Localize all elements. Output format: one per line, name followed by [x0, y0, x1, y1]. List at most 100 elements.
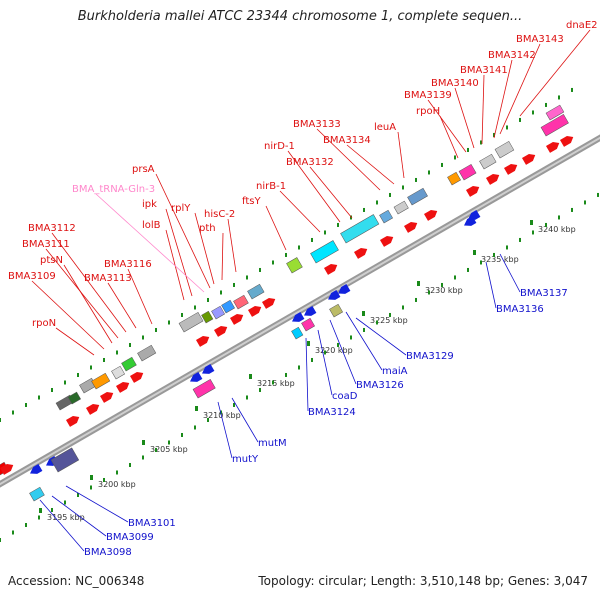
- forward-gene-arrow[interactable]: [404, 220, 419, 233]
- gene-label[interactable]: pth: [199, 223, 216, 234]
- gene-feature-block[interactable]: [545, 104, 565, 121]
- forward-gene-arrow[interactable]: [116, 380, 131, 393]
- gene-feature-block[interactable]: [479, 153, 497, 170]
- gene-feature-block[interactable]: [286, 257, 303, 274]
- gene-feature-block[interactable]: [310, 240, 339, 264]
- gene-feature-block[interactable]: [211, 305, 226, 320]
- gene-label[interactable]: BMA3126: [356, 380, 404, 391]
- gene-label[interactable]: BMA3142: [488, 50, 536, 61]
- gene-feature-block[interactable]: [340, 214, 380, 244]
- gene-label[interactable]: leuA: [374, 122, 396, 133]
- forward-gene-arrow[interactable]: [504, 162, 519, 175]
- forward-gene-arrow[interactable]: [86, 402, 101, 415]
- gene-label[interactable]: BMA3129: [406, 351, 454, 362]
- gene-label[interactable]: rpoN: [32, 318, 56, 329]
- reverse-gene-arrow[interactable]: [28, 464, 43, 477]
- gene-label[interactable]: BMA3111: [22, 239, 70, 250]
- gene-label[interactable]: BMA3141: [460, 65, 508, 76]
- forward-gene-arrow[interactable]: [0, 462, 15, 475]
- gene-label[interactable]: BMA3116: [104, 259, 152, 270]
- gene-feature-block[interactable]: [247, 283, 265, 300]
- gene-label[interactable]: mutM: [258, 438, 287, 449]
- gene-feature-block[interactable]: [329, 303, 344, 318]
- gene-label[interactable]: BMA3140: [431, 78, 479, 89]
- forward-gene-arrow[interactable]: [354, 246, 369, 259]
- forward-gene-arrow[interactable]: [248, 304, 263, 317]
- gene-label[interactable]: lolB: [142, 220, 161, 231]
- gene-label[interactable]: nirD-1: [264, 141, 295, 152]
- gene-feature-block[interactable]: [201, 310, 214, 324]
- gene-label[interactable]: ptsN: [40, 255, 63, 266]
- forward-gene-arrow[interactable]: [100, 390, 115, 403]
- gene-label[interactable]: BMA3113: [84, 273, 132, 284]
- gene-feature-block[interactable]: [178, 311, 204, 333]
- reverse-gene-arrow[interactable]: [290, 312, 305, 325]
- reverse-gene-arrow[interactable]: [302, 306, 317, 319]
- gene-feature-block[interactable]: [91, 372, 111, 390]
- gene-feature-block[interactable]: [494, 140, 515, 159]
- gene-label[interactable]: BMA3112: [28, 223, 76, 234]
- gene-feature-block[interactable]: [393, 200, 409, 215]
- forward-gene-arrow[interactable]: [230, 312, 245, 325]
- gene-label[interactable]: BMA3098: [84, 547, 132, 558]
- forward-gene-arrow[interactable]: [560, 134, 575, 147]
- gene-label[interactable]: BMA3101: [128, 518, 176, 529]
- gene-feature-block[interactable]: [407, 187, 428, 206]
- gene-label[interactable]: BMA3133: [293, 119, 341, 130]
- forward-gene-arrow[interactable]: [214, 324, 229, 337]
- gene-feature-block[interactable]: [221, 299, 236, 314]
- gene-label[interactable]: BMA3134: [323, 135, 371, 146]
- gene-feature-block[interactable]: [121, 356, 137, 372]
- gene-feature-block[interactable]: [111, 365, 126, 380]
- gene-feature-block[interactable]: [540, 113, 569, 137]
- gene-feature-block[interactable]: [447, 171, 462, 186]
- gene-label[interactable]: BMA3136: [496, 304, 544, 315]
- gene-feature-block[interactable]: [137, 344, 157, 362]
- gene-label[interactable]: coaD: [332, 391, 358, 402]
- gene-label[interactable]: rplY: [171, 203, 191, 214]
- gene-feature-block[interactable]: [458, 163, 477, 181]
- gene-label[interactable]: BMA3099: [106, 532, 154, 543]
- gene-feature-block[interactable]: [192, 378, 216, 399]
- gene-label[interactable]: dnaE2: [566, 20, 598, 31]
- forward-gene-arrow[interactable]: [486, 172, 501, 185]
- reverse-gene-arrow[interactable]: [326, 290, 341, 303]
- gene-feature-block[interactable]: [291, 326, 304, 340]
- gene-label[interactable]: BMA3139: [404, 90, 452, 101]
- forward-gene-arrow[interactable]: [130, 370, 145, 383]
- forward-gene-arrow[interactable]: [424, 208, 439, 221]
- reverse-gene-arrow[interactable]: [336, 284, 351, 297]
- reverse-gene-arrow[interactable]: [188, 372, 203, 385]
- gene-feature-block[interactable]: [67, 391, 82, 405]
- gene-feature-block[interactable]: [233, 294, 249, 310]
- reverse-gene-arrow[interactable]: [200, 364, 215, 377]
- gene-label[interactable]: BMA3143: [516, 34, 564, 45]
- gene-label[interactable]: BMA3124: [308, 407, 356, 418]
- forward-gene-arrow[interactable]: [66, 414, 81, 427]
- gene-label[interactable]: BMA_tRNA-Gln-3: [72, 184, 155, 195]
- gene-label[interactable]: prsA: [132, 164, 155, 175]
- gene-label[interactable]: BMA3137: [520, 288, 568, 299]
- forward-gene-arrow[interactable]: [546, 140, 561, 153]
- gene-label[interactable]: ipk: [142, 199, 157, 210]
- gene-feature-block[interactable]: [379, 209, 394, 224]
- gene-label[interactable]: hisC-2: [204, 209, 235, 220]
- reverse-gene-arrow[interactable]: [466, 210, 481, 223]
- forward-gene-arrow[interactable]: [262, 296, 277, 309]
- gene-label[interactable]: maiA: [382, 366, 408, 377]
- forward-gene-arrow[interactable]: [466, 184, 481, 197]
- gene-feature-block[interactable]: [301, 317, 316, 332]
- forward-gene-arrow[interactable]: [324, 262, 339, 275]
- gene-feature-block[interactable]: [29, 486, 45, 502]
- forward-gene-arrow[interactable]: [522, 152, 537, 165]
- gene-label[interactable]: ftsY: [242, 196, 261, 207]
- gene-feature-block[interactable]: [50, 447, 80, 473]
- forward-gene-arrow[interactable]: [196, 334, 211, 347]
- gene-label[interactable]: rpoH: [416, 106, 440, 117]
- gene-label[interactable]: BMA3132: [286, 157, 334, 168]
- gene-label[interactable]: BMA3109: [8, 271, 56, 282]
- gene-label[interactable]: nirB-1: [256, 181, 286, 192]
- gene-label[interactable]: mutY: [232, 454, 259, 465]
- forward-gene-arrow[interactable]: [380, 234, 395, 247]
